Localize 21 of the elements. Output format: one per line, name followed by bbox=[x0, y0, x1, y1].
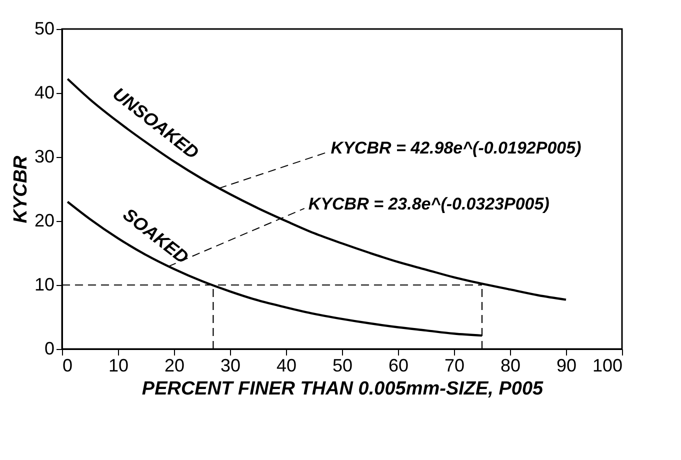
y-tick-label: 40 bbox=[34, 82, 54, 102]
x-tick-label: 50 bbox=[332, 356, 353, 376]
x-tick-label: 40 bbox=[276, 356, 297, 376]
x-axis-title: PERCENT FINER THAN 0.005mm-SIZE, P005 bbox=[142, 378, 544, 400]
y-tick-label: 0 bbox=[44, 338, 54, 358]
x-tick-label: 0 bbox=[62, 356, 73, 376]
annotation: KYCBR = 42.98e^(-0.0192P005) bbox=[330, 138, 582, 158]
x-tick-label: 60 bbox=[388, 356, 409, 376]
y-axis-title: KYCBR bbox=[10, 155, 32, 224]
x-tick-label: 20 bbox=[164, 356, 185, 376]
y-tick-label: 10 bbox=[34, 274, 54, 294]
y-tick-label: 30 bbox=[34, 146, 54, 166]
y-tick-label: 50 bbox=[34, 18, 54, 38]
x-tick-label: 90 bbox=[556, 356, 577, 376]
x-tick-label: 30 bbox=[220, 356, 241, 376]
annotation: KYCBR = 23.8e^(-0.0323P005) bbox=[308, 194, 550, 214]
x-tick-label: 10 bbox=[108, 356, 129, 376]
x-tick-label: 80 bbox=[500, 356, 521, 376]
x-tick-label: 70 bbox=[444, 356, 465, 376]
y-tick-label: 20 bbox=[34, 210, 54, 230]
x-tick-label: 100 bbox=[592, 356, 622, 376]
